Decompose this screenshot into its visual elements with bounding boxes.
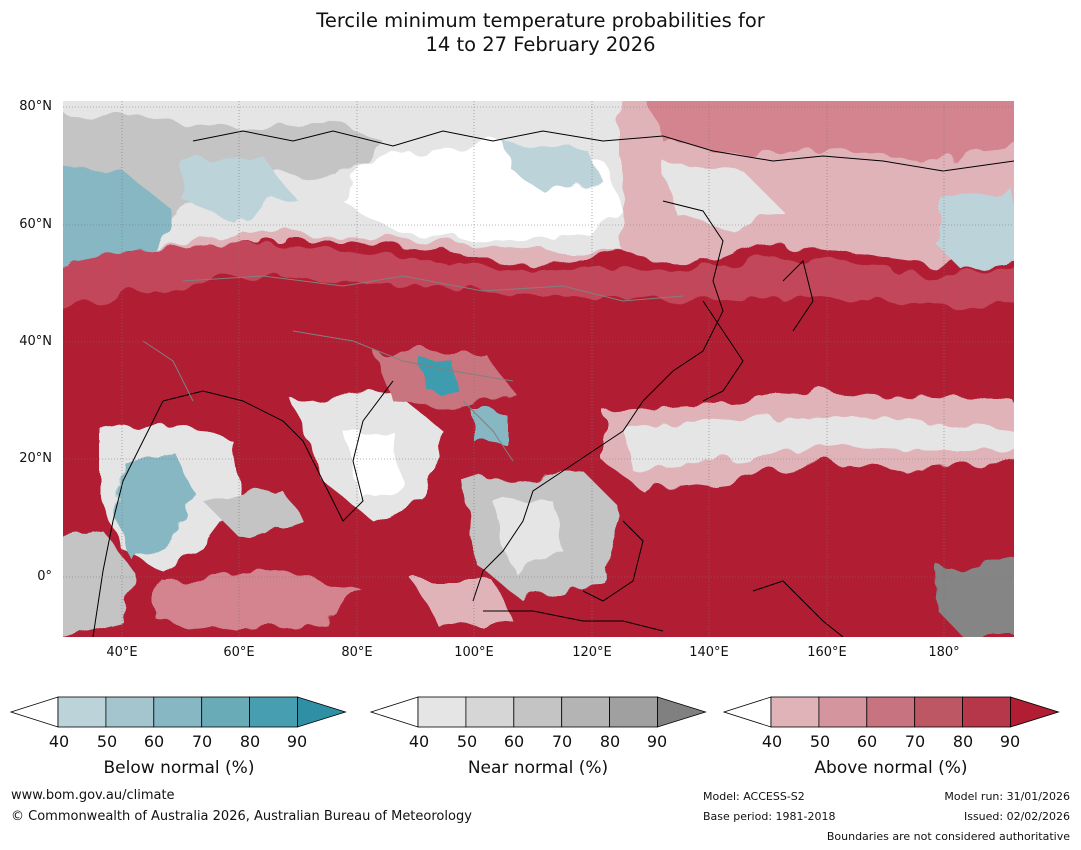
indochina-pale-area (493, 501, 563, 571)
colorbar-2-segment-2 (818, 696, 868, 728)
colorbar-1-segment-1 (417, 696, 467, 728)
title-line-2: 14 to 27 February 2026 (425, 33, 656, 56)
colorbar-2-lower-extend (723, 696, 772, 728)
colorbar-0-segment-4 (201, 696, 250, 728)
lat-label-80n: 80°N (19, 99, 52, 114)
bom-url: www.bom.gov.au/climate (11, 788, 175, 803)
above-normal-colorbar (723, 696, 1060, 728)
lat-label-40n: 40°N (19, 334, 52, 349)
colorbar-2-segment-3 (866, 696, 916, 728)
above-normal-label: Above normal (%) (814, 758, 968, 778)
lat-label-20n: 20°N (19, 451, 52, 466)
colorbar-0-segment-1 (57, 696, 107, 728)
coastlines (92, 130, 1014, 637)
lon-label-160e: 160°E (807, 645, 847, 660)
colorbar-2-segment-5 (962, 696, 1011, 728)
northeast-above-normal-area (649, 101, 1014, 161)
copyright-text: © Commonwealth of Australia 2026, Austra… (11, 809, 472, 824)
colorbar-0-segment-3 (153, 696, 203, 728)
indian-ocean-above-normal-light-area (153, 571, 363, 631)
northwest-below-normal-area (63, 163, 173, 285)
colorbar-1-segment-3 (513, 696, 563, 728)
colorbar-1-segment-4 (561, 696, 610, 728)
equatorial-pacific-near-normal-dark-area (938, 556, 1014, 637)
graticule (63, 101, 1014, 637)
near-tick-90: 90 (646, 732, 668, 751)
india-white-area (343, 431, 403, 501)
arabian-sea-near-normal-area (203, 491, 303, 541)
west-siberia-below-normal-area (183, 156, 293, 221)
colorbar-0-upper-extend (297, 696, 347, 728)
country-borders (142, 275, 684, 462)
colorbar-1-segment-5 (609, 696, 658, 728)
lon-label-80e: 80°E (341, 645, 373, 660)
above-tick-90: 90 (999, 732, 1021, 751)
above-tick-70: 70 (904, 732, 926, 751)
issued-date: Issued: 02/02/2026 (963, 810, 1070, 823)
lon-label-40e: 40°E (106, 645, 138, 660)
map-title: Tercile minimum temperature probabilitie… (0, 9, 1081, 57)
near-tick-60: 60 (503, 732, 525, 751)
probability-map (63, 101, 1014, 637)
base-period: Base period: 1981-2018 (703, 810, 836, 823)
below-tick-70: 70 (191, 732, 213, 751)
west-pacific-near-normal-area (623, 416, 1014, 471)
below-normal-colorbar (10, 696, 347, 728)
lat-label-60n: 60°N (19, 217, 52, 232)
near-normal-label: Near normal (%) (467, 758, 609, 778)
boundaries-disclaimer: Boundaries are not considered authoritat… (826, 830, 1070, 843)
near-tick-50: 50 (456, 732, 478, 751)
horn-of-africa-below-normal-area (118, 451, 193, 561)
alaska-below-normal-area (933, 191, 1014, 271)
colorbar-0-segment-5 (249, 696, 298, 728)
colorbar-2-upper-extend (1010, 696, 1060, 728)
east-siberia-near-normal-area (663, 161, 783, 231)
central-siberia-below-normal-area (503, 141, 603, 191)
title-line-1: Tercile minimum temperature probabilitie… (316, 9, 765, 32)
below-tick-90: 90 (286, 732, 308, 751)
tibet-below-normal-area (423, 361, 458, 391)
lon-label-100e: 100°E (454, 645, 494, 660)
model-run-date: Model run: 31/01/2026 (944, 790, 1070, 803)
lon-label-180: 180° (928, 645, 960, 660)
colorbar-0-segment-2 (105, 696, 155, 728)
near-tick-80: 80 (599, 732, 621, 751)
below-normal-label: Below normal (%) (103, 758, 255, 778)
below-tick-50: 50 (96, 732, 118, 751)
east-africa-near-normal-area (63, 531, 133, 636)
model-name: Model: ACCESS-S2 (703, 790, 805, 803)
below-tick-60: 60 (143, 732, 165, 751)
above-tick-40: 40 (761, 732, 783, 751)
lat-label-0: 0° (37, 569, 52, 584)
below-tick-80: 80 (239, 732, 261, 751)
colorbar-2-segment-1 (770, 696, 820, 728)
colorbar-1-segment-2 (465, 696, 515, 728)
colorbar-1-lower-extend (370, 696, 419, 728)
below-tick-40: 40 (48, 732, 70, 751)
indonesia-above-normal-pale-area (413, 581, 513, 631)
lon-label-60e: 60°E (223, 645, 255, 660)
colorbar-2-segment-4 (914, 696, 963, 728)
lon-label-140e: 140°E (689, 645, 729, 660)
near-tick-70: 70 (551, 732, 573, 751)
above-tick-60: 60 (856, 732, 878, 751)
colorbar-0-lower-extend (10, 696, 59, 728)
midlatitude-above-normal-band (63, 241, 1014, 308)
lon-label-120e: 120°E (572, 645, 612, 660)
above-tick-50: 50 (809, 732, 831, 751)
near-normal-colorbar (370, 696, 707, 728)
colorbar-1-upper-extend (657, 696, 707, 728)
above-tick-80: 80 (952, 732, 974, 751)
near-tick-40: 40 (408, 732, 430, 751)
